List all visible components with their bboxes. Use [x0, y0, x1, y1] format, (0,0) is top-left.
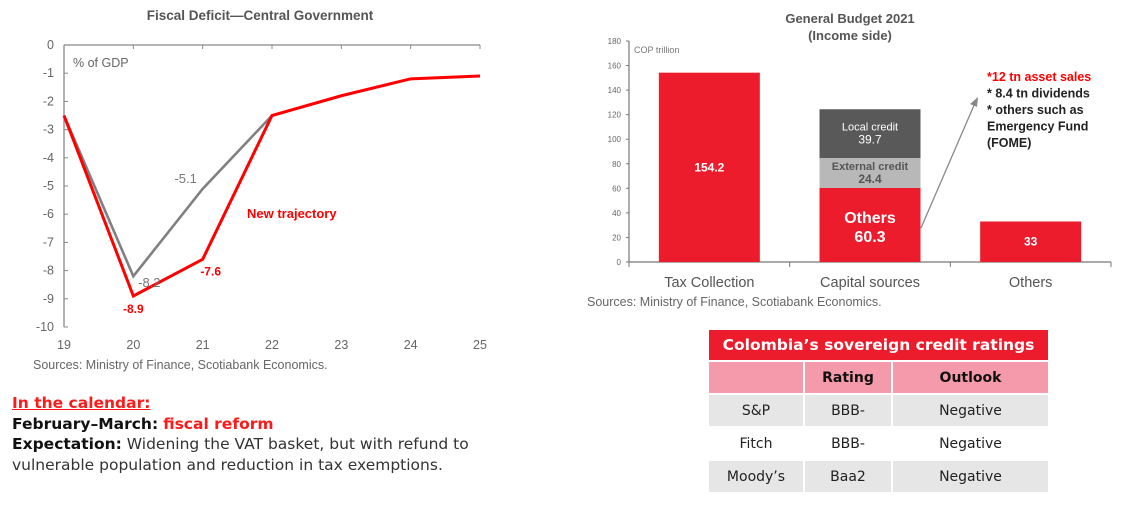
- general-budget-chart: General Budget 2021 (Income side) COP tr…: [560, 0, 1140, 320]
- reform-date: February–March:: [12, 415, 158, 433]
- callout-arrowhead: [970, 97, 978, 107]
- outlook-cell: Negative: [891, 428, 1048, 459]
- x-tick-label: 23: [334, 338, 348, 352]
- table-title: Colombia’s sovereign credit ratings: [709, 330, 1048, 360]
- y-tick-label: -7: [43, 235, 54, 249]
- x-tick-label: 21: [196, 338, 210, 352]
- chart-source: Sources: Ministry of Finance, Scotiabank…: [587, 295, 882, 309]
- rating-cell: Baa2: [803, 461, 891, 492]
- header-agency: [709, 362, 803, 393]
- y-tick-label: -8: [43, 264, 54, 278]
- data-label: -8.2: [138, 275, 160, 290]
- y-tick-label: -2: [43, 94, 54, 108]
- chart-source: Sources: Ministry of Finance, Scotiabank…: [33, 358, 328, 372]
- y-tick-label: 0: [47, 38, 54, 52]
- category-label: Tax Collection: [664, 275, 754, 291]
- callout-arrow: [921, 103, 975, 228]
- y-tick-label: 100: [608, 135, 622, 144]
- y-tick-label: -6: [43, 207, 54, 221]
- chart-title: General Budget 2021: [785, 11, 914, 26]
- agency-cell: Fitch: [709, 428, 803, 459]
- outlook-cell: Negative: [891, 461, 1048, 492]
- category-label: Others: [1009, 275, 1053, 291]
- y-tick-label: -3: [43, 123, 54, 137]
- bar-value-label: 33: [1024, 235, 1038, 249]
- table-title-row: Colombia’s sovereign credit ratings: [709, 330, 1048, 360]
- data-label: -8.9: [123, 302, 144, 316]
- chart-subtitle: (Income side): [808, 28, 892, 43]
- callout-line: *12 tn asset sales: [987, 70, 1091, 84]
- rating-cell: BBB-: [803, 428, 891, 459]
- new-trajectory-annotation: New trajectory: [247, 206, 337, 221]
- y-tick-label: 160: [608, 62, 622, 71]
- table-row: Moody’s Baa2 Negative: [709, 461, 1048, 492]
- expectation-label: Expectation:: [12, 435, 122, 453]
- y-tick-label: -1: [43, 66, 54, 80]
- data-label: -7.6: [200, 264, 221, 278]
- y-tick-label: 140: [608, 86, 622, 95]
- rating-cell: BBB-: [803, 395, 891, 426]
- segment-value: 39.7: [858, 133, 882, 147]
- outlook-cell: Negative: [891, 395, 1048, 426]
- expectation-line: Expectation: Widening the VAT basket, bu…: [12, 434, 492, 475]
- segment-value: 24.4: [858, 172, 882, 186]
- calendar-heading: In the calendar:: [12, 393, 492, 414]
- x-tick-label: 19: [57, 338, 71, 352]
- y-tick-label: 40: [612, 209, 621, 218]
- table-header-row: Rating Outlook: [709, 362, 1048, 393]
- y-unit-label: COP trillion: [634, 45, 679, 55]
- data-label: -5.1: [174, 171, 196, 186]
- y-tick-label: -5: [43, 179, 54, 193]
- header-rating: Rating: [803, 362, 891, 393]
- y-tick-label: -4: [43, 151, 54, 165]
- y-tick-label: 20: [612, 233, 621, 242]
- table-row: Fitch BBB- Negative: [709, 428, 1048, 459]
- callout-line: (FOME): [987, 136, 1031, 150]
- y-tick-label: 80: [612, 160, 621, 169]
- x-tick-label: 24: [404, 338, 418, 352]
- y-tick-label: 0: [617, 258, 622, 267]
- bar-value-label: 154.2: [694, 160, 724, 174]
- fiscal-deficit-chart: Fiscal Deficit—Central Government % of G…: [0, 0, 520, 380]
- callout-line: * others such as: [987, 103, 1084, 117]
- y-tick-label: 60: [612, 184, 621, 193]
- category-label: Capital sources: [820, 275, 920, 291]
- x-tick-label: 25: [473, 338, 487, 352]
- chart-title: Fiscal Deficit—Central Government: [147, 8, 374, 23]
- segment-value: 60.3: [854, 229, 885, 246]
- x-tick-label: 20: [126, 338, 140, 352]
- header-outlook: Outlook: [891, 362, 1048, 393]
- ratings-table: Colombia’s sovereign credit ratings Rati…: [709, 328, 1048, 494]
- y-tick-label: 180: [608, 37, 622, 46]
- agency-cell: S&P: [709, 395, 803, 426]
- reform-topic: fiscal reform: [163, 415, 273, 433]
- callout-line: Emergency Fund: [987, 120, 1088, 134]
- y-tick-label: -10: [36, 320, 54, 334]
- agency-cell: Moody’s: [709, 461, 803, 492]
- calendar-notes: In the calendar: February–March: fiscal …: [12, 393, 492, 475]
- table-row: S&P BBB- Negative: [709, 395, 1048, 426]
- callout-line: * 8.4 tn dividends: [987, 87, 1090, 101]
- reform-line: February–March: fiscal reform: [12, 414, 492, 435]
- y-tick-label: 120: [608, 111, 622, 120]
- segment-name: Others: [844, 210, 896, 227]
- x-tick-label: 22: [265, 338, 279, 352]
- y-tick-label: -9: [43, 292, 54, 306]
- y-unit-label: % of GDP: [73, 56, 129, 70]
